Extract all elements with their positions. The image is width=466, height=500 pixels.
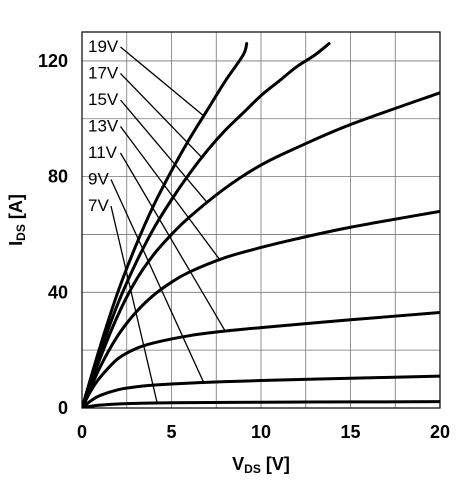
labels: 19V 17V 15V 13V 11V 9V 7V (88, 37, 119, 215)
y-axis-title: IDS [A] (6, 194, 28, 246)
y-tick-label-40: 40 (48, 282, 68, 302)
y-axis-title-sub: DS (14, 224, 28, 241)
leader-line-15v (120, 99, 208, 204)
x-axis-title-unit: [V] (261, 454, 290, 474)
x-axis-title-main: V (232, 454, 244, 474)
leader-line-19v (120, 46, 205, 117)
y-axis-title-main: I (6, 241, 26, 246)
curve-label-19v: 19V (88, 37, 119, 56)
series-line-9v (82, 374, 440, 408)
leader-line-7v (110, 205, 158, 404)
plot-frame (81, 31, 441, 409)
series-line-13v (82, 209, 440, 408)
ticks: 0 5 10 15 20 0 40 80 120 (38, 51, 450, 442)
curve-label-9v: 9V (88, 170, 109, 189)
leaders (110, 46, 226, 404)
curves (82, 42, 440, 408)
grid (81, 32, 441, 409)
curve-label-11v: 11V (88, 143, 118, 162)
leader-line-11v (119, 152, 226, 332)
leader-line-13v (119, 126, 221, 261)
curve-label-7v: 7V (88, 196, 109, 215)
leader-line-9v (110, 179, 205, 383)
x-axis-title-sub: DS (244, 462, 261, 476)
x-tick-label-20: 20 (430, 422, 450, 442)
y-tick-label-120: 120 (38, 51, 68, 71)
x-tick-label-5: 5 (166, 422, 176, 442)
curve-label-17v: 17V (88, 64, 119, 83)
curve-label-13v: 13V (88, 117, 119, 136)
series-line-11v (82, 311, 440, 408)
y-axis-title-unit: [A] (6, 194, 26, 224)
x-tick-label-0: 0 (77, 422, 87, 442)
leader-line-17v (120, 73, 203, 158)
series-line-17v (82, 42, 331, 408)
x-axis-title: VDS [V] (232, 454, 290, 476)
series-line-15v (82, 91, 440, 408)
x-tick-label-10: 10 (251, 422, 271, 442)
series-line-19v (82, 42, 249, 408)
y-tick-label-0: 0 (58, 398, 68, 418)
curve-label-15v: 15V (88, 90, 119, 109)
x-tick-label-15: 15 (340, 422, 360, 442)
y-tick-label-80: 80 (48, 167, 68, 187)
series-line-7v (82, 400, 440, 408)
